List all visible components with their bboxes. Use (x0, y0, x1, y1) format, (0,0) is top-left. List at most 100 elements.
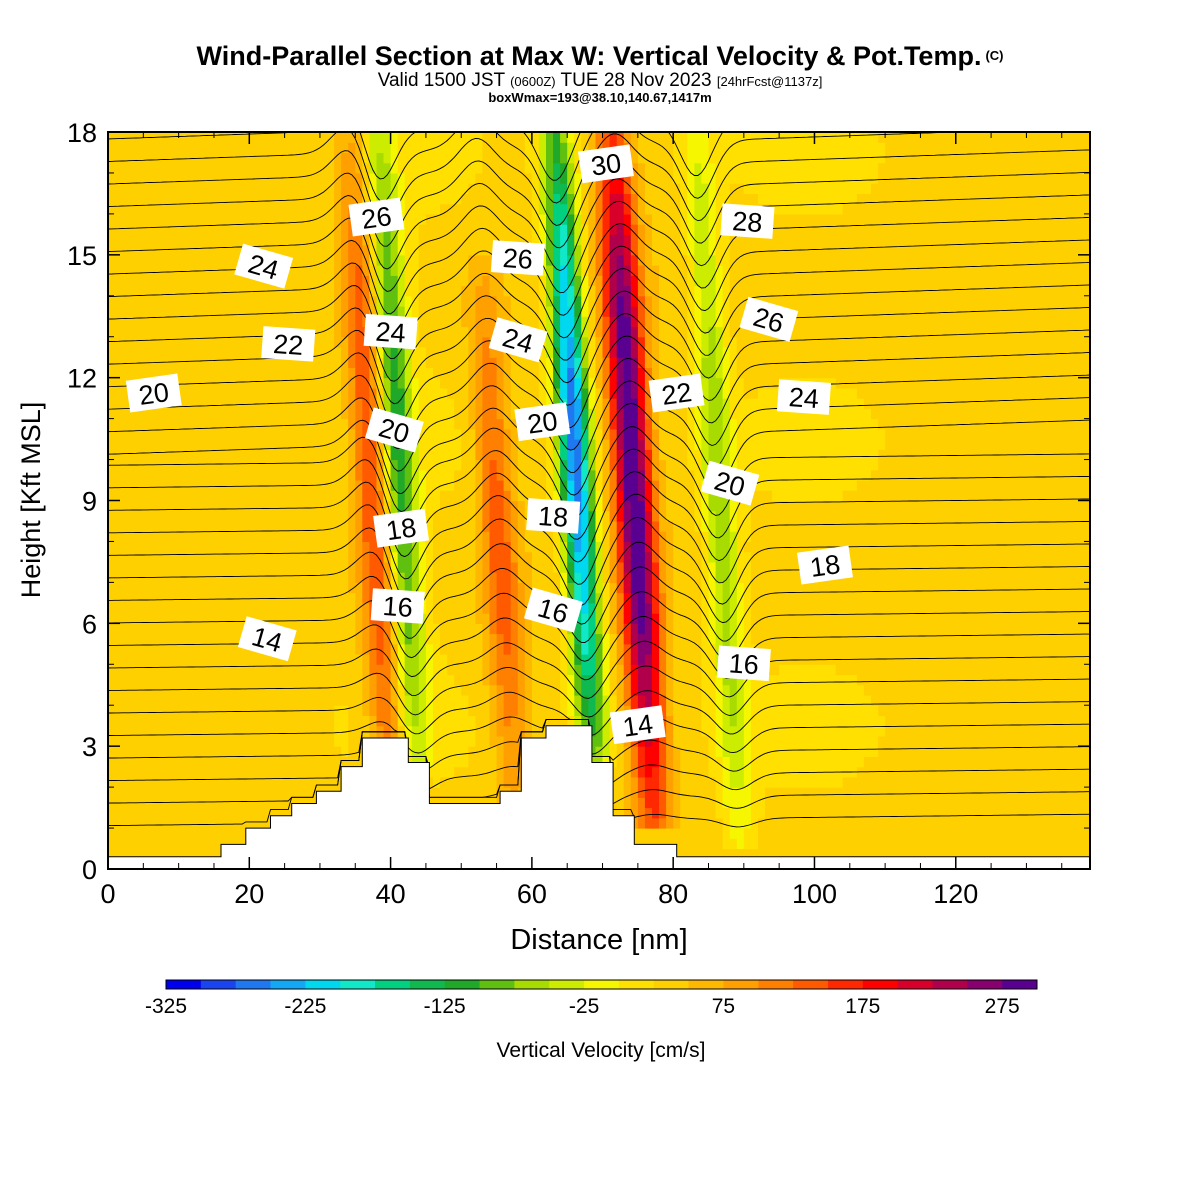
field-cell (277, 531, 286, 542)
field-cell (192, 224, 201, 235)
field-cell (249, 213, 257, 225)
field-cell (574, 203, 582, 215)
field-cell (284, 275, 293, 287)
field-cell (425, 203, 434, 215)
field-cell (327, 633, 335, 645)
field-cell (249, 439, 257, 450)
field-cell (574, 367, 582, 379)
field-cell (341, 613, 349, 624)
field-cell (425, 490, 434, 502)
field-cell (235, 439, 243, 450)
field-cell (192, 152, 201, 164)
field-cell (489, 592, 498, 604)
field-cell (440, 316, 448, 328)
field-cell (242, 193, 250, 205)
field-cell (221, 254, 229, 266)
field-cell (242, 551, 250, 563)
field-cell (440, 295, 448, 307)
field-cell (524, 551, 533, 563)
field-cell (376, 633, 385, 645)
field-cell (376, 439, 385, 450)
field-column (249, 132, 257, 869)
field-cell (538, 551, 547, 563)
field-cell (538, 480, 547, 491)
field-cell (249, 510, 257, 522)
field-cell (235, 705, 243, 716)
field-cell (157, 735, 166, 747)
field-cell (249, 203, 257, 215)
field-cell (256, 132, 265, 143)
field-cell (235, 398, 243, 409)
field-cell (143, 838, 151, 850)
field-cell (143, 613, 151, 624)
field-cell (214, 735, 222, 747)
field-cell (327, 162, 335, 174)
field-cell (546, 265, 554, 276)
field-cell (263, 715, 272, 727)
field-cell (440, 224, 448, 235)
field-cell (517, 316, 526, 328)
field-cell (524, 480, 533, 491)
field-cell (277, 193, 286, 205)
field-cell (341, 551, 349, 563)
field-cell (115, 377, 123, 389)
field-cell (567, 480, 575, 491)
field-cell (270, 654, 279, 665)
field-cell (171, 572, 180, 583)
field-cell (312, 541, 321, 553)
field-cell (468, 306, 476, 317)
field-cell (567, 469, 575, 481)
field-cell (298, 531, 307, 542)
field-cell (221, 162, 229, 174)
field-cell (157, 336, 166, 348)
field-cell (383, 162, 392, 174)
field-cell (475, 234, 484, 246)
field-cell (581, 521, 589, 532)
field-cell (433, 265, 441, 276)
field-cell (327, 684, 335, 696)
field-cell (305, 725, 314, 737)
field-cell (249, 418, 257, 430)
field-cell (256, 183, 265, 194)
field-cell (369, 367, 378, 379)
field-cell (291, 500, 300, 512)
field-cell (319, 500, 328, 512)
field-cell (411, 152, 420, 164)
field-cell (242, 132, 250, 143)
field-cell (108, 848, 116, 860)
field-cell (235, 756, 243, 768)
field-cell (171, 193, 180, 205)
field-cell (249, 183, 257, 194)
field-cell (461, 735, 469, 747)
field-cell (164, 336, 173, 348)
field-cell (270, 203, 279, 215)
field-cell (171, 828, 180, 839)
field-cell (404, 449, 413, 461)
field-cell (263, 295, 272, 307)
field-cell (383, 367, 392, 379)
field-cell (298, 449, 307, 461)
field-cell (171, 306, 180, 317)
field-cell (185, 664, 194, 676)
field-cell (221, 428, 229, 440)
field-cell (567, 316, 575, 328)
field-cell (468, 521, 476, 532)
field-cell (334, 439, 342, 450)
field-cell (150, 705, 159, 716)
field-cell (150, 756, 159, 768)
field-cell (376, 347, 385, 358)
field-cell (221, 224, 229, 235)
field-cell (242, 459, 250, 471)
field-cell (524, 152, 533, 164)
field-cell (433, 275, 441, 287)
field-cell (411, 735, 420, 747)
field-cell (270, 602, 279, 614)
field-cell (418, 183, 427, 194)
field-cell (581, 203, 589, 215)
field-cell (277, 521, 286, 532)
field-cell (411, 295, 420, 307)
field-cell (425, 582, 434, 594)
field-cell (185, 572, 194, 583)
field-cell (263, 469, 272, 481)
field-cell (440, 193, 448, 205)
